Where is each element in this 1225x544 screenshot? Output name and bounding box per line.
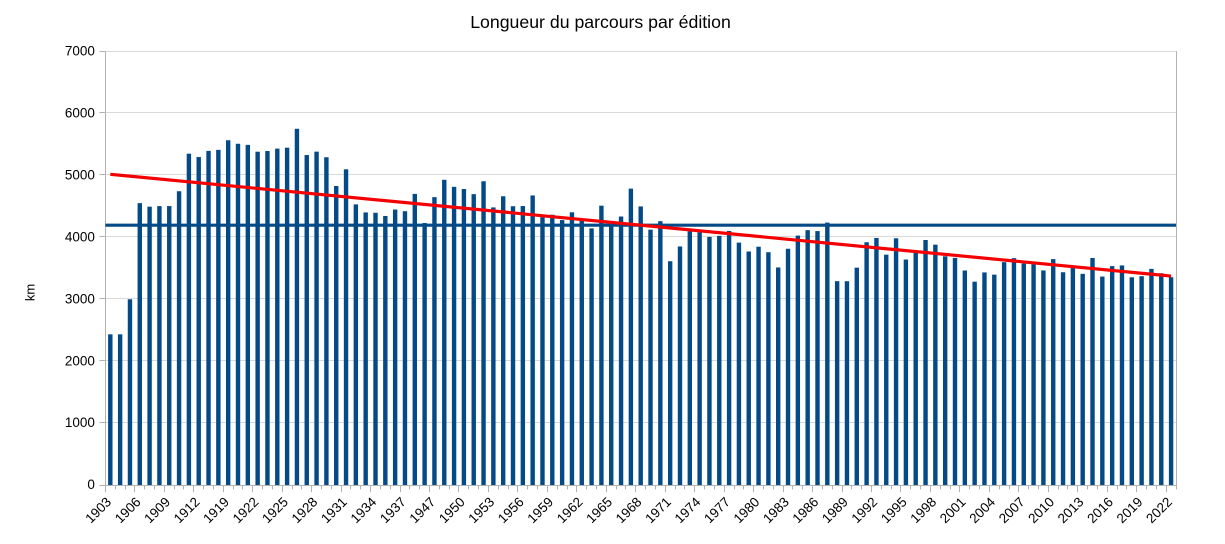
- svg-text:7000: 7000: [65, 43, 95, 58]
- svg-text:1000: 1000: [65, 415, 95, 430]
- svg-text:3000: 3000: [65, 291, 95, 306]
- svg-text:Longueur du parcours par éditi: Longueur du parcours par édition: [470, 12, 731, 32]
- svg-text:4000: 4000: [65, 229, 95, 244]
- svg-text:0: 0: [87, 477, 95, 492]
- svg-text:6000: 6000: [65, 105, 95, 120]
- svg-text:5000: 5000: [65, 167, 95, 182]
- svg-text:2000: 2000: [65, 353, 95, 368]
- svg-text:km: km: [23, 284, 38, 301]
